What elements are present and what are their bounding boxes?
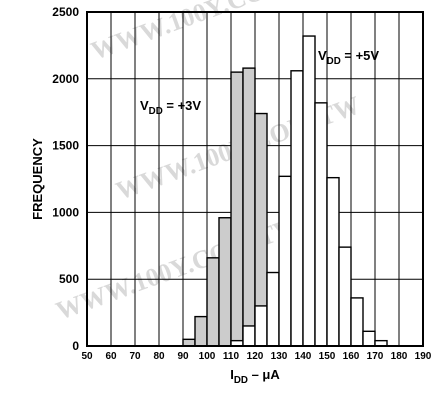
histogram-bar-series-2 (338, 246, 352, 347)
x-tick-label: 190 (415, 351, 432, 362)
histogram-bar-series-2 (326, 176, 340, 347)
x-tick-label: 80 (153, 351, 165, 362)
x-axis-label: IDD – μA (230, 367, 280, 386)
plot-frame (86, 11, 424, 347)
series-label-1: VDD = +3V (140, 98, 201, 117)
histogram-bar-series-1 (182, 338, 196, 347)
histogram-bar-series-1 (194, 315, 208, 347)
series-label-2: VDD = +5V (318, 48, 379, 67)
histogram-bar-series-2 (362, 330, 376, 347)
histogram-bar-series-2 (302, 35, 316, 347)
bars (182, 35, 388, 347)
y-axis-label: FREQUENCY (30, 138, 45, 220)
y-tick-label: 0 (72, 339, 79, 353)
x-tick-label: 70 (129, 351, 141, 362)
y-tick-label: 500 (59, 272, 79, 286)
histogram-bar-series-1 (230, 71, 244, 347)
x-tick-label: 120 (247, 351, 264, 362)
histogram-bar-series-2 (266, 271, 280, 347)
histogram-bar-series-1 (206, 257, 220, 347)
x-tick-label: 110 (223, 351, 240, 362)
histogram-bar-series-2 (290, 70, 304, 347)
histogram-bar-series-2 (350, 297, 364, 347)
y-tick-label: 2000 (52, 72, 79, 86)
x-tick-label: 130 (271, 351, 288, 362)
x-tick-label: 100 (199, 351, 216, 362)
y-tick-label: 2500 (52, 5, 79, 19)
x-tick-label: 60 (105, 351, 117, 362)
x-tick-label: 140 (295, 351, 312, 362)
x-tick-label: 180 (391, 351, 408, 362)
histogram-bar-series-1 (242, 67, 256, 347)
axes (86, 11, 424, 347)
svg-text:WWW.100Y.COM.TW: WWW.100Y.COM.TW (87, 0, 339, 66)
x-tick-label: 90 (177, 351, 189, 362)
x-tick-label: 160 (343, 351, 360, 362)
x-tick-label: 170 (367, 351, 384, 362)
histogram-bar-series-2 (278, 175, 292, 347)
histogram-bar-series-2 (254, 305, 268, 347)
x-tick-label: 150 (319, 351, 336, 362)
histogram-bar-series-2 (314, 102, 328, 347)
histogram-bar-series-1 (218, 217, 232, 347)
x-tick-label: 50 (81, 351, 93, 362)
histogram-bar-series-2 (242, 325, 256, 347)
y-tick-label: 1500 (52, 139, 79, 153)
labels: 0 500 1000 1500 2000 2500 50 60 70 80 90 100 110 120 1… (30, 5, 432, 386)
y-tick-label: 1000 (52, 205, 79, 219)
